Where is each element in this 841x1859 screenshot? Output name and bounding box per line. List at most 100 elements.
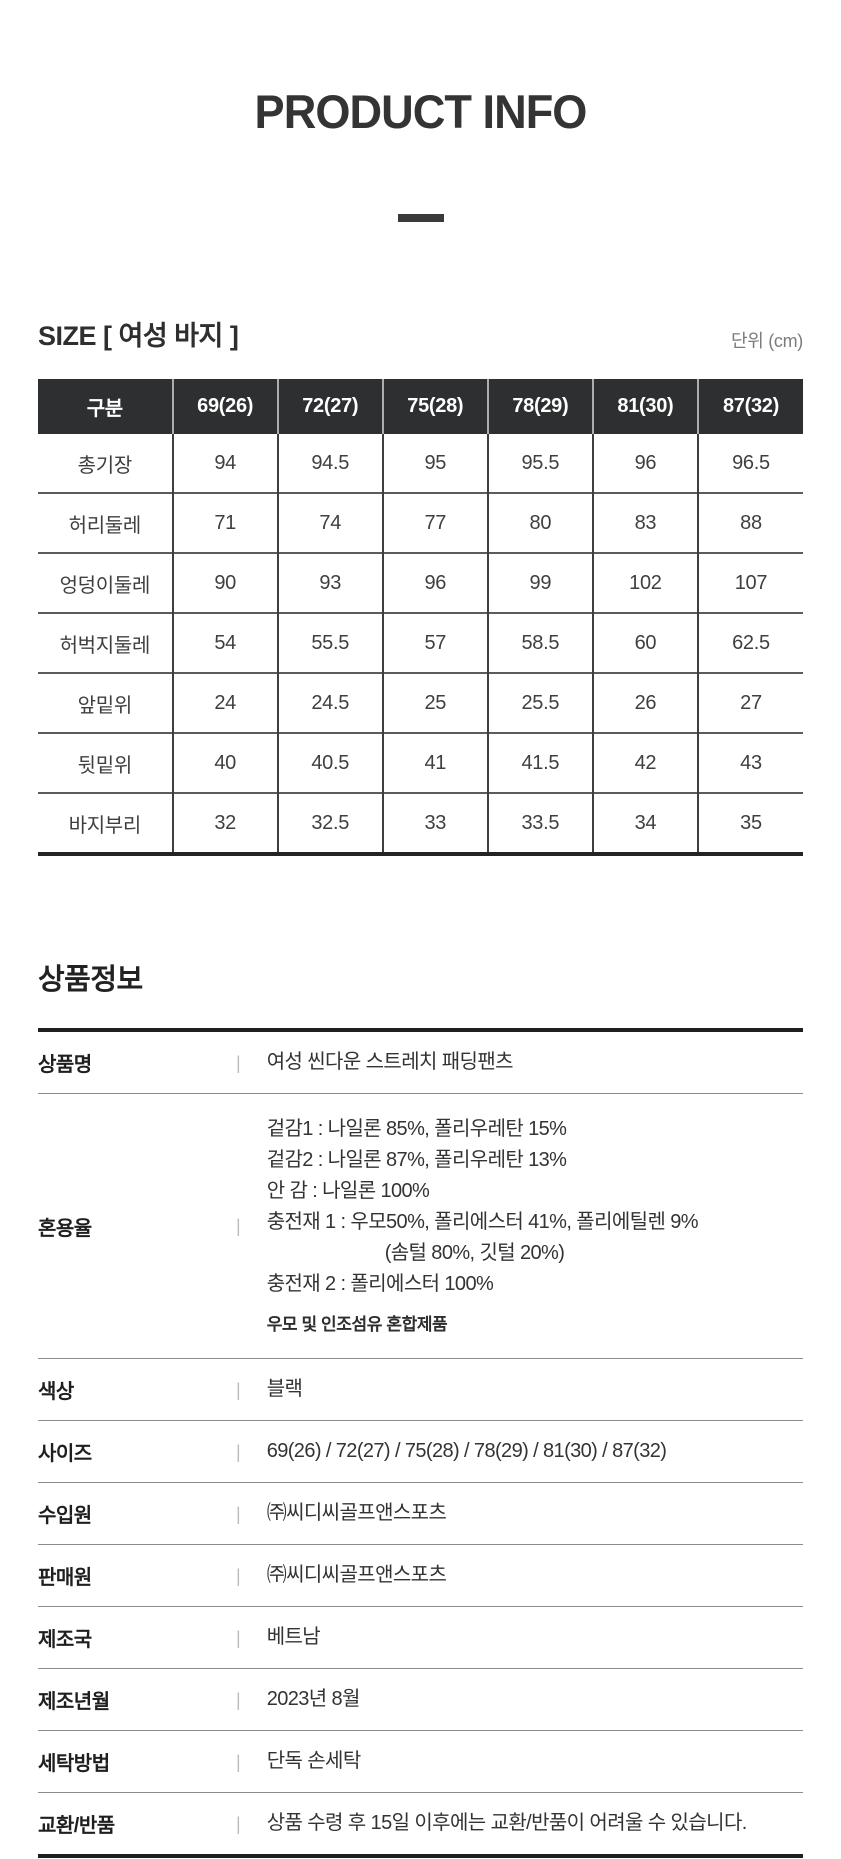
info-row: 수입원 | ㈜씨디씨골프앤스포츠 [38, 1483, 803, 1546]
mix-ratio-line: 충전재 1 : 우모50%, 폴리에스터 41%, 폴리에틸렌 9% [266, 1211, 699, 1234]
size-table-value-cell: 74 [276, 492, 383, 554]
size-table-value-cell: 90 [171, 552, 278, 614]
size-table-row: 뒷밑위 40 40.5 41 41.5 42 43 [38, 732, 803, 794]
size-table-row-label: 허벅지둘레 [38, 612, 173, 674]
size-table-value-cell: 80 [486, 492, 593, 554]
info-row-value: ㈜씨디씨골프앤스포츠 [266, 1502, 447, 1525]
info-row-label: 사이즈 [38, 1443, 92, 1466]
info-row-separator: | [236, 1441, 241, 1462]
size-table-size-header: 78(29) [486, 379, 593, 435]
size-table-size-header: 69(26) [171, 379, 278, 435]
product-info-list: 상품명 | 여성 씬다운 스트레치 패딩팬츠 혼용율 | 겉감1 : 나일론 85%, 폴… [38, 1028, 803, 1859]
size-table-value-cell: 95.5 [486, 434, 593, 494]
info-row-separator: | [236, 1627, 241, 1648]
mix-ratio-note: 우모 및 인조섬유 혼합제품 [266, 1315, 448, 1335]
size-table-value-cell: 88 [696, 492, 803, 554]
size-table-row-label: 바지부리 [38, 792, 173, 855]
info-row-separator: | [236, 1751, 241, 1772]
size-table-value-cell: 24.5 [276, 672, 383, 734]
info-row-value: ㈜씨디씨골프앤스포츠 [266, 1564, 447, 1587]
size-table-value-cell: 42 [591, 732, 698, 794]
mix-ratio-line: 겉감1 : 나일론 85%, 폴리우레탄 15% [266, 1118, 567, 1141]
size-table-value-cell: 58.5 [486, 612, 593, 674]
size-table-value-cell: 40.5 [276, 732, 383, 794]
info-row-separator: | [236, 1503, 241, 1524]
size-table-value-cell: 26 [591, 672, 698, 734]
size-table-value-cell: 99 [486, 552, 593, 614]
info-row: 사이즈 | 69(26) / 72(27) / 75(28) / 78(29) / … [38, 1421, 803, 1484]
size-table-corner-header: 구분 [38, 379, 173, 435]
info-row-value: 여성 씬다운 스트레치 패딩팬츠 [266, 1051, 514, 1074]
info-row-separator: | [236, 1052, 241, 1073]
size-table-row: 앞밑위 24 24.5 25 25.5 26 27 [38, 672, 803, 734]
size-table: 구분 69(26) 72(27) 75(28) 78(29) 81(30) 87(32) 총… [38, 379, 803, 857]
size-table-row-label: 허리둘레 [38, 492, 173, 554]
size-table-value-cell: 27 [696, 672, 803, 734]
size-table-value-cell: 94 [171, 434, 278, 494]
info-row-label: 판매원 [38, 1567, 92, 1590]
info-row-label: 세탁방법 [38, 1753, 110, 1776]
size-table-value-cell: 33 [381, 792, 488, 855]
size-table-row-label: 엉덩이둘레 [38, 552, 173, 614]
size-table-value-cell: 34 [591, 792, 698, 855]
size-table-value-cell: 33.5 [486, 792, 593, 855]
size-table-size-header: 75(28) [381, 379, 488, 435]
info-row-value: 상품 수령 후 15일 이후에는 교환/반품이 어려울 수 있습니다. [266, 1812, 748, 1835]
size-table-value-cell: 94.5 [276, 434, 383, 494]
info-row-separator: | [236, 1379, 241, 1400]
size-unit-label: 단위 (cm) [730, 331, 803, 352]
size-table-value-cell: 24 [171, 672, 278, 734]
size-table-size-header: 87(32) [696, 379, 803, 435]
info-row-label: 상품명 [38, 1054, 92, 1077]
size-table-row-label: 총기장 [77, 454, 133, 477]
size-table-value-cell: 41.5 [486, 732, 593, 794]
size-table-value-cell: 25 [381, 672, 488, 734]
info-row: 제조년월 | 2023년 8월 [38, 1669, 803, 1732]
title-divider-dash [397, 214, 444, 223]
size-table-body: 총기장 94 94.5 95 95.5 96 96.5 허리둘레 71 74 77 80 83 88 엉덩이… [38, 434, 803, 855]
info-row: 세탁방법 | 단독 손세탁 [38, 1731, 803, 1794]
info-row-separator: | [236, 1689, 241, 1710]
info-row-label: 교환/반품 [38, 1815, 115, 1838]
info-row-label: 수입원 [38, 1505, 92, 1528]
size-table-value-cell: 32.5 [276, 792, 383, 855]
size-table-value-cell: 43 [696, 732, 803, 794]
page-title: PRODUCT INFO [254, 85, 588, 138]
size-table-value-cell: 107 [696, 552, 803, 614]
size-table-header-row: 구분 69(26) 72(27) 75(28) 78(29) 81(30) 87(32) [38, 379, 803, 435]
info-row: 교환/반품 | 상품 수령 후 15일 이후에는 교환/반품이 어려울 수 있습니다… [38, 1793, 803, 1854]
size-table-value-cell: 60 [591, 612, 698, 674]
size-table-value-cell: 77 [381, 492, 488, 554]
info-row-value: 겉감1 : 나일론 85%, 폴리우레탄 15% 겉감2 : 나일론 87%, 폴… [266, 1114, 699, 1338]
size-table-size-header: 81(30) [591, 379, 698, 435]
size-table-value-cell: 57 [381, 612, 488, 674]
info-row-value: 69(26) / 72(27) / 75(28) / 78(29) / 81(3… [266, 1440, 667, 1463]
info-row-label: 제조국 [38, 1629, 92, 1652]
size-table-value-cell: 32 [171, 792, 278, 855]
size-table-value-cell: 93 [276, 552, 383, 614]
mix-ratio-line: (솜털 80%, 깃털 20%) [384, 1242, 565, 1265]
info-row: 제조국 | 베트남 [38, 1607, 803, 1670]
size-table-row: 바지부리 32 32.5 33 33.5 34 35 [38, 792, 803, 855]
size-table-value-cell: 55.5 [276, 612, 383, 674]
mix-ratio-line: 안 감 : 나일론 100% [266, 1180, 430, 1203]
info-row-value: 2023년 8월 [266, 1688, 361, 1711]
info-row-value: 블랙 [266, 1378, 303, 1401]
size-heading: SIZE [ 여성 바지 ] [38, 321, 239, 352]
info-row-separator: | [236, 1565, 241, 1586]
info-row-value: 베트남 [266, 1626, 321, 1649]
size-table-head: 구분 69(26) 72(27) 75(28) 78(29) 81(30) 87(32) [38, 379, 803, 435]
size-table-row: 총기장 94 94.5 95 95.5 96 96.5 [38, 434, 803, 494]
info-row-label: 색상 [38, 1381, 74, 1404]
info-row-label: 제조년월 [38, 1691, 110, 1714]
size-table-value-cell: 62.5 [696, 612, 803, 674]
size-table-value-cell: 96 [591, 434, 698, 494]
info-row: 색상 | 블랙 [38, 1359, 803, 1422]
mix-ratio-line: 겉감2 : 나일론 87%, 폴리우레탄 13% [266, 1149, 567, 1172]
size-table-row: 엉덩이둘레 90 93 96 99 102 107 [38, 552, 803, 614]
size-table-value-cell: 102 [591, 552, 698, 614]
size-table-row-label: 앞밑위 [38, 672, 173, 734]
size-table-value-cell: 40 [171, 732, 278, 794]
size-table-value-cell: 25.5 [486, 672, 593, 734]
size-table-value-cell: 95 [381, 434, 488, 494]
